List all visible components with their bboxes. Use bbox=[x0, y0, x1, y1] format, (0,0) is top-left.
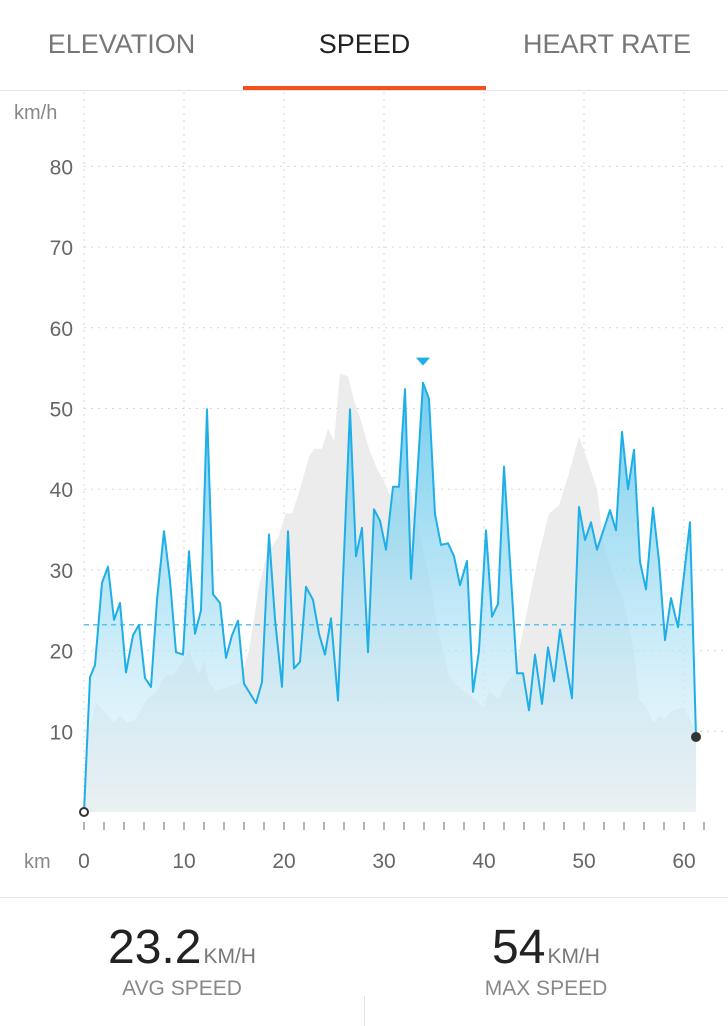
y-tick-label: 20 bbox=[50, 641, 73, 664]
stats-divider bbox=[364, 996, 365, 1026]
x-tick-label: 30 bbox=[372, 850, 395, 873]
tab-elevation[interactable]: ELEVATION bbox=[47, 29, 196, 59]
end-point bbox=[691, 731, 701, 742]
y-tick-label: 50 bbox=[50, 399, 73, 422]
stats-panel: 23.2KM/H AVG SPEED 54KM/H MAX SPEED bbox=[0, 897, 728, 1026]
max-speed-marker-icon bbox=[416, 357, 430, 366]
y-tick-label: 70 bbox=[50, 237, 73, 260]
y-tick-label: 40 bbox=[50, 479, 73, 502]
x-tick-label: 10 bbox=[172, 850, 195, 873]
avg-speed-stat: 23.2KM/H AVG SPEED bbox=[0, 920, 364, 1001]
y-axis-label: km/h bbox=[14, 102, 57, 124]
max-speed-unit: KM/H bbox=[547, 945, 600, 968]
y-tick-label: 80 bbox=[50, 156, 73, 179]
avg-speed-unit: KM/H bbox=[203, 945, 256, 968]
speed-line bbox=[83, 381, 697, 813]
y-tick-label: 60 bbox=[50, 318, 73, 341]
x-tick-label: 0 bbox=[78, 850, 90, 873]
max-speed-stat: 54KM/H MAX SPEED bbox=[364, 920, 728, 1001]
max-speed-value: 54 bbox=[492, 921, 546, 974]
x-axis-label: km bbox=[24, 851, 51, 873]
tab-speed[interactable]: SPEED bbox=[243, 0, 486, 90]
speed-area bbox=[84, 382, 696, 812]
tab-bar: ELEVATION SPEED HEART RATE bbox=[0, 0, 728, 91]
x-tick-label: 50 bbox=[572, 850, 595, 873]
start-point bbox=[79, 807, 89, 817]
x-tick-label: 20 bbox=[272, 850, 295, 873]
x-tick-label: 40 bbox=[472, 850, 495, 873]
avg-speed-label: AVG SPEED bbox=[122, 977, 242, 1000]
x-tick-label: 60 bbox=[672, 850, 695, 873]
speed-chart: 10 20 30 40 50 60 70 80 0 10 20 30 40 50 60 km/h km bbox=[14, 92, 728, 873]
avg-speed-value: 23.2 bbox=[108, 921, 202, 974]
y-tick-label: 30 bbox=[50, 560, 73, 583]
max-speed-label: MAX SPEED bbox=[484, 977, 608, 1000]
tab-heart-rate[interactable]: HEART RATE bbox=[522, 29, 692, 59]
y-tick-label: 10 bbox=[50, 721, 73, 744]
